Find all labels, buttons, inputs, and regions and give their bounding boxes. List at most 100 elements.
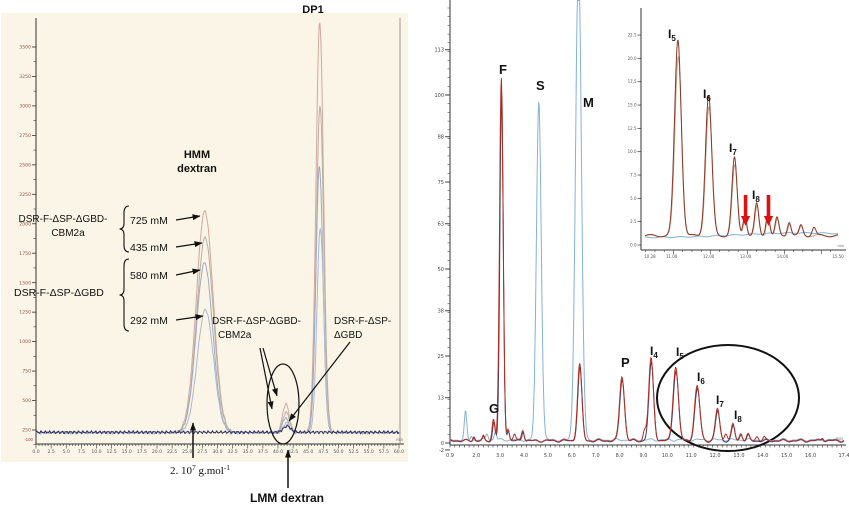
inset-x-ticks: 10.28 11.00 12.00 13.00 14.00 15.50 min xyxy=(644,243,844,259)
right-y-tick-label: 25 xyxy=(438,354,444,360)
right-x-tick-label: 11.0 xyxy=(686,453,697,459)
left-x-tick-label: 42.5 xyxy=(288,449,298,455)
right-y-tick-label: 38 xyxy=(438,309,444,315)
peak-label-S: S xyxy=(536,78,545,93)
inset-x-tick-label: 14.00 xyxy=(777,254,789,259)
left-y-tick-label: 500 xyxy=(22,398,31,404)
inset-trace-blue xyxy=(645,231,838,239)
left-x-tick-label: 35.0 xyxy=(243,449,253,455)
left-x-tick-label: 60.0 xyxy=(394,449,404,455)
left-x-tick-label: 27.5 xyxy=(197,449,207,455)
right-y-tick-label: 0 xyxy=(441,441,444,447)
inset-traces xyxy=(644,39,839,239)
inset-y-tick-label: 22.5 xyxy=(628,33,637,38)
left-y-tick-label: 2750 xyxy=(19,133,31,139)
right-y-tick-label: 75 xyxy=(438,180,444,186)
enzyme1-label-1: DSR-F-ΔSP-ΔGBD- xyxy=(19,214,108,225)
peak-label: I8 xyxy=(734,408,742,424)
inset-y-tick-label: 15.0 xyxy=(628,103,637,108)
right-x-tick-label: 8.0 xyxy=(616,453,624,459)
left-x-tick-label: 25.0 xyxy=(182,449,192,455)
inset-peak-labels: I5 I6 I7 I8 xyxy=(668,27,760,204)
callout1-label-2: CBM2a xyxy=(218,330,252,341)
arrow xyxy=(175,214,201,221)
right-x-tick-label: 3.0 xyxy=(496,453,504,459)
peak-label: I5 xyxy=(668,27,676,43)
enzyme2-label: DSR-F-ΔSP-ΔGBD xyxy=(14,287,104,299)
right-x-tick-label: 15.0 xyxy=(781,453,792,459)
conc-292-label: 292 mM xyxy=(130,315,168,327)
left-y-tick-label: 1500 xyxy=(19,280,31,286)
right-y-tick-label: -2 xyxy=(439,448,444,454)
right-y-tick-label: 50 xyxy=(438,267,444,273)
inset-y-tick-label: 5.0 xyxy=(630,196,637,201)
arrow xyxy=(175,241,203,248)
left-x-tick-label: 32.5 xyxy=(228,449,238,455)
right-traces xyxy=(449,0,845,443)
inset-y-tick-label: 0.0 xyxy=(630,243,637,248)
left-x-tick-label: 17.5 xyxy=(137,449,147,455)
left-x-tick-label: 52.5 xyxy=(349,449,359,455)
inset-y-tick-label: 17.5 xyxy=(628,79,637,84)
right-x-tick-label: 0.9 xyxy=(446,453,454,459)
right-y-ticks: 113 100 88 75 63 50 38 25 13 0-2 xyxy=(434,7,450,454)
peak-label: I4 xyxy=(650,344,658,360)
conc-725-label: 725 mM xyxy=(130,215,168,227)
inset-x-unit: min xyxy=(838,243,844,248)
conc-580-label: 580 mM xyxy=(130,270,168,282)
left-y-tick-label: 250 xyxy=(22,428,31,434)
right-x-unit: min xyxy=(836,436,844,441)
left-y-tick-label: 1250 xyxy=(19,310,31,316)
arrow xyxy=(175,268,201,276)
right-x-tick-label: 6.0 xyxy=(568,453,576,459)
right-trace-red xyxy=(449,78,845,443)
peak-label: I6 xyxy=(697,370,705,386)
conc-435-label: 435 mM xyxy=(130,242,168,254)
red-arrow xyxy=(763,195,774,226)
left-y-tick-label: 2250 xyxy=(19,192,31,198)
peak-label-P: P xyxy=(621,355,630,370)
left-x-tick-label: 7.5 xyxy=(78,449,85,455)
inset-red-arrows xyxy=(740,195,774,226)
enzyme1-label-2: CBM2a xyxy=(51,228,85,239)
inset-x-tick-label: 15.50 xyxy=(832,254,844,259)
left-panel xyxy=(35,18,404,445)
left-y-bottom-label: -100 xyxy=(24,437,33,442)
hmm-label-1: HMM xyxy=(184,149,210,161)
brace xyxy=(119,258,130,332)
peak-label-G: G xyxy=(489,401,499,416)
left-y-ticks: 3500 3250 3000 2750 2500 2250 2000 1750 1500 1250… xyxy=(19,45,36,445)
left-y-tick-label: 2000 xyxy=(19,221,31,227)
inset-y-tick-label: 10.0 xyxy=(628,149,637,154)
left-x-tick-label: 22.5 xyxy=(167,449,177,455)
left-y-tick-label: 1000 xyxy=(19,339,31,345)
left-y-tick-label: 3500 xyxy=(19,45,31,51)
lmm-label: LMM dextran xyxy=(250,491,324,505)
inset-x-tick-label: 11.00 xyxy=(666,254,678,259)
right-y-tick-label: 100 xyxy=(434,93,444,99)
inset-y-tick-label: 7.5 xyxy=(630,173,637,178)
inset-y-tick-label: 20.0 xyxy=(628,56,637,61)
left-x-tick-label: 2.5 xyxy=(47,449,54,455)
peak-label: I7 xyxy=(716,393,724,409)
peak-label: I8 xyxy=(752,188,760,204)
left-annotations: DP1 HMM dextran DSR-F-ΔSP-ΔGBD- CBM2a 725 mM 4… xyxy=(14,4,391,505)
left-x-tick-label: 20.0 xyxy=(152,449,162,455)
left-y-tick-label: 3250 xyxy=(19,74,31,80)
left-y-tick-label: 750 xyxy=(22,369,31,375)
right-x-tick-label: 12.0 xyxy=(709,453,720,459)
arrow xyxy=(259,347,274,410)
left-x-unit: min xyxy=(396,437,403,442)
left-x-tick-label: 55.0 xyxy=(364,449,374,455)
left-x-tick-label: 45.0 xyxy=(303,449,313,455)
hmm-label-2: dextran xyxy=(177,163,217,175)
left-x-tick-label: 47.5 xyxy=(318,449,328,455)
inset-y-tick-label: 12.5 xyxy=(628,126,637,131)
right-y-tick-label: 113 xyxy=(434,48,444,54)
inset-x-tick-label: 12.00 xyxy=(703,254,715,259)
dp1-label: DP1 xyxy=(302,4,323,16)
left-y-tick-label: 1750 xyxy=(19,251,31,257)
red-arrow xyxy=(740,195,751,226)
left-ellipse xyxy=(266,363,300,445)
inset-x-tick-label: 10.28 xyxy=(644,254,656,259)
